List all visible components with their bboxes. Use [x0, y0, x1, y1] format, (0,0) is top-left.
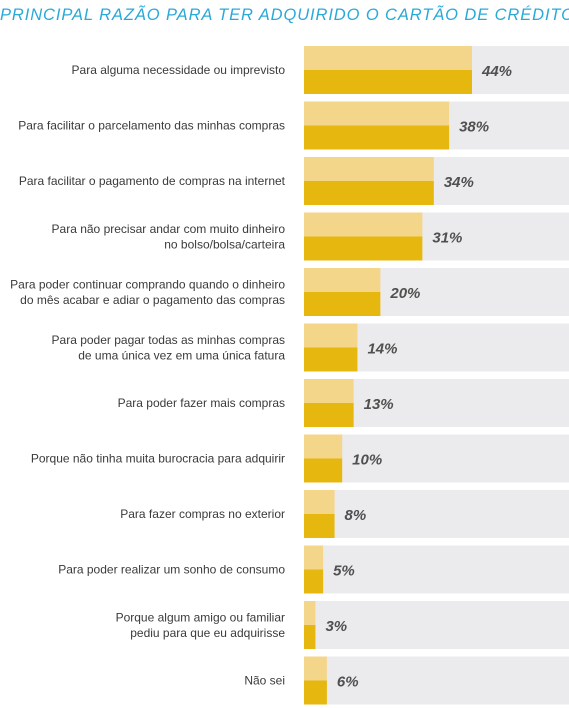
- category-label: Não sei: [244, 674, 285, 688]
- bar: [304, 292, 381, 316]
- bar-track: [304, 656, 569, 705]
- category-label: de uma única vez em uma única fatura: [78, 348, 285, 362]
- category-label: pediu para que eu adquirisse: [130, 626, 285, 640]
- bar-upper: [304, 46, 472, 70]
- category-label: Para poder fazer mais compras: [118, 396, 285, 410]
- bar: [304, 569, 324, 594]
- bar-upper: [304, 268, 381, 292]
- bar: [304, 125, 450, 150]
- bar: [304, 181, 434, 205]
- bar: [304, 514, 335, 538]
- bar: [304, 680, 327, 705]
- category-label: Para poder pagar todas as minhas compras: [52, 333, 285, 347]
- bar-track: [304, 490, 569, 538]
- category-label: no bolso/bolsa/carteira: [164, 237, 285, 251]
- bar-upper: [304, 601, 316, 625]
- bar-upper: [304, 379, 354, 403]
- category-label: Porque não tinha muita burocracia para a…: [31, 452, 285, 466]
- bar-upper: [304, 545, 324, 570]
- bar-upper: [304, 101, 450, 126]
- category-label: Porque algum amigo ou familiar: [116, 610, 285, 624]
- category-label: Para não precisar andar com muito dinhei…: [52, 222, 286, 236]
- data-label: 34%: [444, 174, 474, 191]
- bar: [304, 236, 423, 261]
- data-label: 3%: [325, 618, 347, 635]
- chart-title: PRINCIPAL RAZÃO PARA TER ADQUIRIDO O CAR…: [0, 6, 569, 24]
- bar-track: [304, 545, 569, 594]
- data-label: 8%: [345, 507, 367, 524]
- bar: [304, 403, 354, 427]
- bar-upper: [304, 157, 434, 181]
- data-label: 5%: [333, 563, 355, 580]
- category-label: Para fazer compras no exterior: [120, 507, 285, 521]
- category-label: Para facilitar o parcelamento das minhas…: [18, 119, 285, 133]
- bar-upper: [304, 434, 343, 459]
- category-label: Para poder realizar um sonho de consumo: [58, 563, 285, 577]
- category-label: Para facilitar o pagamento de compras na…: [19, 174, 286, 188]
- data-label: 31%: [432, 230, 462, 247]
- bar-track: [304, 601, 569, 649]
- data-label: 14%: [367, 341, 397, 358]
- bar-upper: [304, 656, 327, 681]
- bar: [304, 347, 358, 372]
- data-label: 10%: [352, 452, 382, 469]
- data-label: 20%: [389, 285, 420, 302]
- bar-track: [304, 434, 569, 483]
- category-label: Para poder continuar comprando quando o …: [10, 277, 285, 291]
- bar: [304, 70, 472, 94]
- category-label: do mês acabar e adiar o pagamento das co…: [20, 293, 285, 307]
- bar-upper: [304, 490, 335, 514]
- data-label: 44%: [481, 63, 512, 80]
- data-label: 13%: [364, 396, 394, 413]
- bar: [304, 458, 343, 483]
- bar-upper: [304, 323, 358, 348]
- bar: [304, 625, 316, 649]
- category-label: Para alguma necessidade ou imprevisto: [72, 63, 286, 77]
- data-label: 6%: [337, 674, 359, 691]
- bar-upper: [304, 212, 423, 237]
- data-label: 38%: [459, 119, 489, 136]
